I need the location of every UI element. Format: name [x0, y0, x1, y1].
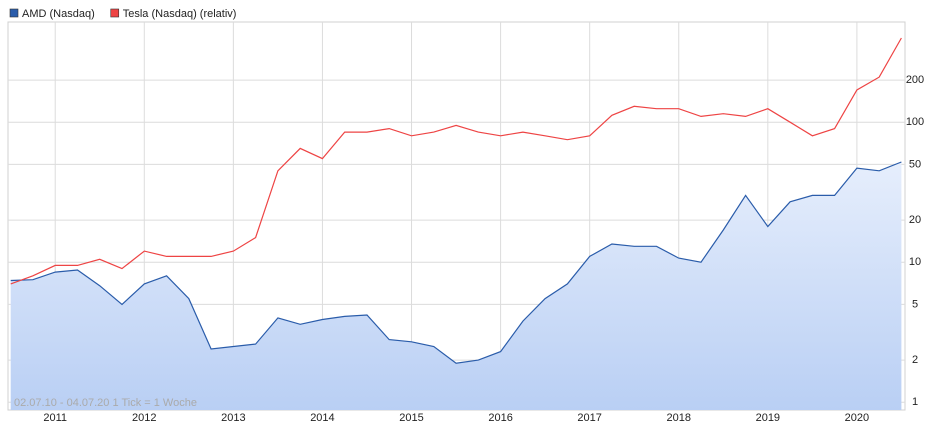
y-tick-label: 2 [912, 354, 918, 366]
legend-swatch [9, 8, 19, 18]
x-tick-label: 2019 [756, 412, 780, 424]
legend-label: Tesla (Nasdaq) (relativ) [123, 8, 237, 20]
x-tick-label: 2014 [310, 412, 334, 424]
x-tick-label: 2018 [667, 412, 691, 424]
area [10, 162, 902, 410]
legend-label: AMD (Nasdaq) [22, 8, 95, 20]
y-tick-label: 10 [909, 256, 921, 268]
x-tick-label: 2016 [488, 412, 512, 424]
y-tick-label: 50 [909, 158, 921, 170]
y-tick-label: 200 [906, 74, 924, 86]
y-tick-label: 5 [912, 298, 918, 310]
x-tick-label: 2017 [577, 412, 601, 424]
x-tick-label: 2012 [132, 412, 156, 424]
x-tick-label: 2020 [845, 412, 869, 424]
series-line [10, 161, 902, 364]
annotation: 02.07.10 - 04.07.20 1 Tick = 1 Woche [14, 397, 197, 409]
y-tick-label: 1 [912, 396, 918, 408]
y-tick-label: 20 [909, 214, 921, 226]
y-tick-label: 100 [906, 116, 924, 128]
x-tick-label: 2013 [221, 412, 245, 424]
legend-swatch [110, 8, 120, 18]
x-tick-label: 2011 [43, 412, 67, 424]
x-tick-label: 2015 [399, 412, 423, 424]
series-line [10, 37, 902, 285]
